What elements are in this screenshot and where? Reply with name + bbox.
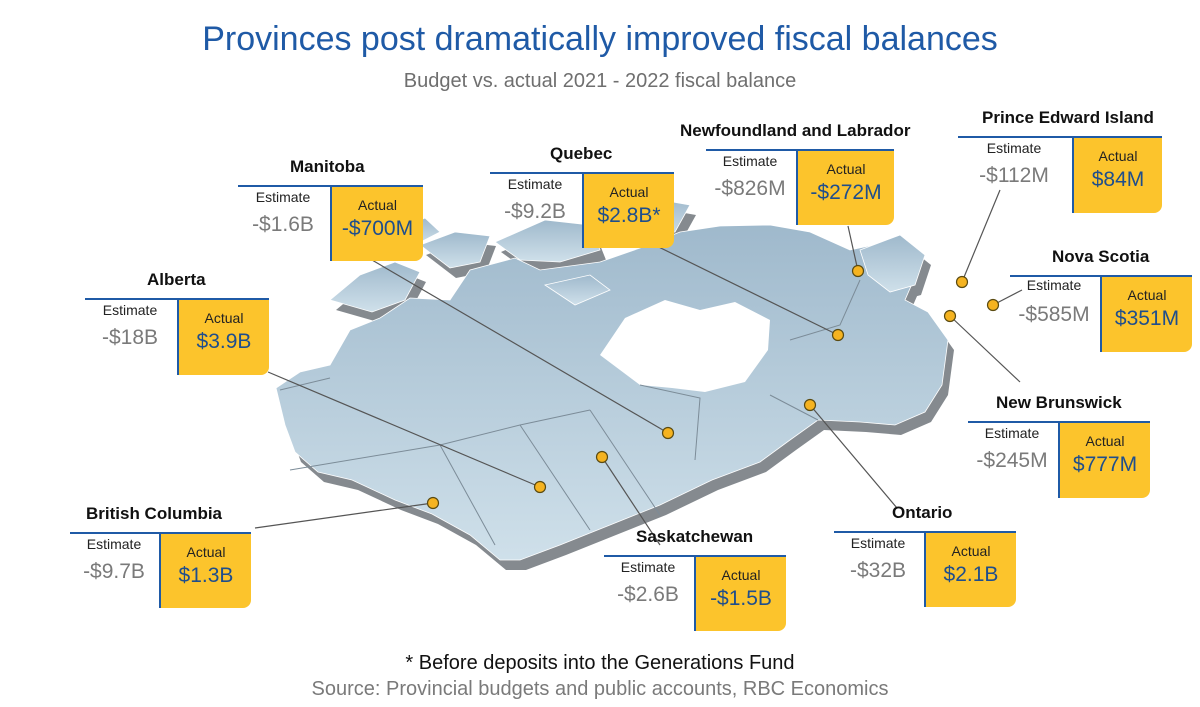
estimate-label: Estimate — [255, 189, 311, 205]
province-nova-scotia: Nova Scotia Estimate -$585M Actual $351M — [1010, 247, 1195, 352]
marker-new-brunswick — [943, 309, 957, 323]
estimate-label: Estimate — [850, 535, 906, 551]
marker-alberta — [533, 480, 547, 494]
actual-box: Actual $351M — [1100, 275, 1192, 352]
actual-label: Actual — [1085, 433, 1125, 449]
estimate-label: Estimate — [984, 425, 1040, 441]
chart-title: Provinces post dramatically improved fis… — [202, 20, 998, 58]
actual-label: Actual — [951, 543, 991, 559]
province-name: Newfoundland and Labrador — [680, 121, 911, 140]
province-saskatchewan: Saskatchewan Estimate -$2.6B Actual -$1.… — [604, 527, 789, 632]
chart-subtitle: Budget vs. actual 2021 - 2022 fiscal bal… — [403, 70, 797, 92]
actual-label: Actual — [721, 567, 761, 583]
estimate-label: Estimate — [507, 176, 563, 192]
estimate-value: -$112M — [979, 164, 1049, 187]
estimate-value: -$32B — [849, 559, 907, 582]
province-name: Ontario — [892, 503, 953, 522]
actual-label: Actual — [186, 544, 226, 560]
marker-british-columbia — [426, 496, 440, 510]
estimate-label: Estimate — [1026, 277, 1082, 293]
estimate-value: -$585M — [1018, 303, 1090, 326]
actual-value: $777M — [1072, 453, 1138, 476]
estimate-label: Estimate — [986, 140, 1042, 156]
actual-label: Actual — [826, 161, 866, 177]
actual-value: $1.3B — [178, 564, 234, 587]
province-name: Nova Scotia — [1052, 247, 1150, 266]
actual-label: Actual — [609, 184, 649, 200]
estimate-label: Estimate — [620, 559, 676, 575]
estimate-label: Estimate — [86, 536, 142, 552]
actual-label: Actual — [204, 310, 244, 326]
estimate-value: -$2.6B — [617, 583, 679, 606]
actual-box: Actual $777M — [1058, 421, 1150, 498]
actual-value: -$1.5B — [710, 587, 772, 610]
actual-box: Actual -$1.5B — [694, 555, 786, 631]
actual-value: $2.1B — [943, 563, 999, 586]
actual-box: Actual $2.1B — [924, 531, 1016, 607]
source-note: Source: Provincial budgets and public ac… — [311, 678, 889, 700]
estimate-value: -$245M — [976, 449, 1048, 472]
province-ontario: Ontario Estimate -$32B Actual $2.1B — [834, 503, 1019, 608]
province-name: Alberta — [147, 270, 206, 289]
province-name: Manitoba — [290, 157, 365, 176]
marker-quebec — [831, 328, 845, 342]
actual-value: $2.8B* — [597, 204, 661, 227]
province-pei: Prince Edward Island Estimate -$112M Act… — [958, 108, 1168, 213]
actual-value: -$700M — [341, 217, 414, 240]
estimate-value: -$9.2B — [504, 200, 566, 223]
estimate-label: Estimate — [102, 302, 158, 318]
marker-nova-scotia — [986, 298, 1000, 312]
actual-label: Actual — [1127, 287, 1167, 303]
province-newfoundland: Newfoundland and Labrador Estimate -$826… — [680, 121, 930, 226]
footnote: * Before deposits into the Generations F… — [405, 652, 795, 674]
actual-box: Actual $84M — [1072, 136, 1162, 213]
province-name: Quebec — [550, 144, 613, 163]
actual-label: Actual — [358, 197, 397, 213]
actual-box: Actual $2.8B* — [582, 172, 674, 248]
actual-value: $351M — [1114, 307, 1180, 330]
estimate-value: -$1.6B — [252, 213, 314, 236]
actual-box: Actual -$272M — [796, 149, 894, 225]
marker-ontario — [803, 398, 817, 412]
marker-saskatchewan — [595, 450, 609, 464]
estimate-value: -$9.7B — [83, 560, 145, 583]
province-manitoba: Manitoba Estimate -$1.6B Actual -$700M — [238, 157, 423, 262]
actual-box: Actual $3.9B — [177, 298, 269, 375]
estimate-value: -$18B — [101, 326, 159, 349]
estimate-label: Estimate — [722, 153, 778, 169]
province-name: New Brunswick — [996, 393, 1122, 412]
province-name: Prince Edward Island — [982, 108, 1154, 127]
province-alberta: Alberta Estimate -$18B Actual $3.9B — [85, 270, 270, 375]
province-quebec: Quebec Estimate -$9.2B Actual $2.8B* — [490, 144, 674, 249]
actual-value: -$272M — [810, 181, 882, 204]
province-name: Saskatchewan — [636, 527, 754, 546]
marker-pei — [955, 275, 969, 289]
province-new-brunswick: New Brunswick Estimate -$245M Actual $77… — [968, 393, 1153, 498]
estimate-value: -$826M — [714, 177, 786, 200]
actual-box: Actual -$700M — [330, 185, 423, 261]
actual-box: Actual $1.3B — [159, 532, 251, 608]
actual-value: $84M — [1091, 168, 1145, 191]
actual-value: $3.9B — [196, 330, 252, 353]
marker-manitoba — [661, 426, 675, 440]
province-british-columbia: British Columbia Estimate -$9.7B Actual … — [70, 504, 255, 609]
actual-label: Actual — [1098, 148, 1138, 164]
province-name: British Columbia — [86, 504, 223, 523]
marker-newfoundland — [851, 264, 865, 278]
